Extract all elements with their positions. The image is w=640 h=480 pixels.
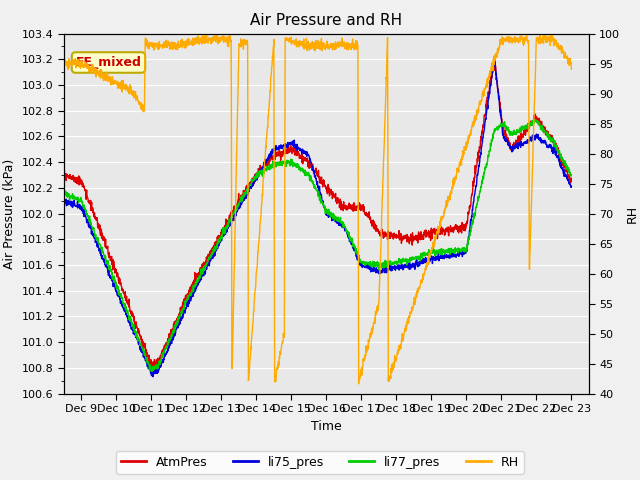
Title: Air Pressure and RH: Air Pressure and RH <box>250 13 403 28</box>
Y-axis label: Air Pressure (kPa): Air Pressure (kPa) <box>3 158 16 269</box>
Text: EE_mixed: EE_mixed <box>76 56 141 69</box>
X-axis label: Time: Time <box>311 420 342 432</box>
Y-axis label: RH: RH <box>626 204 639 223</box>
Legend: AtmPres, li75_pres, li77_pres, RH: AtmPres, li75_pres, li77_pres, RH <box>116 451 524 474</box>
